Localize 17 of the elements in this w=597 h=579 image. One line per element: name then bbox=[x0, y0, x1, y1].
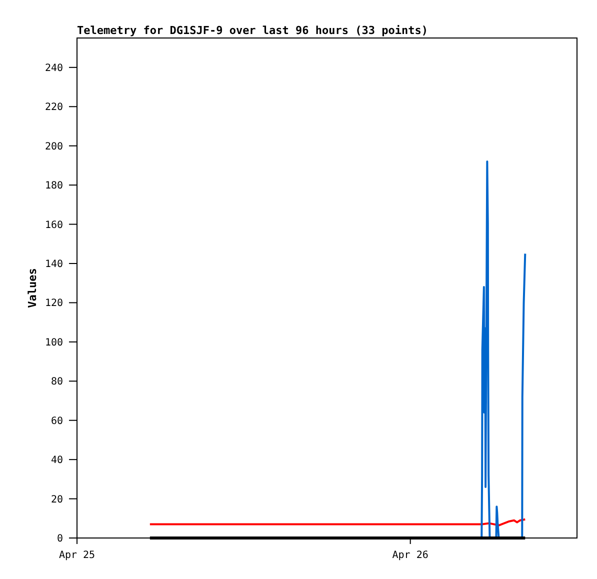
y-tick-label: 0 bbox=[56, 534, 63, 544]
y-axis-title: Values bbox=[26, 268, 39, 308]
x-tick-label: Apr 25 bbox=[58, 550, 96, 561]
y-tick-label: 120 bbox=[44, 298, 63, 310]
y-tick-label: 40 bbox=[50, 455, 63, 466]
y-tick-label: 240 bbox=[44, 62, 63, 74]
y-tick-label: 160 bbox=[44, 220, 63, 231]
x-tick-label: Apr 26 bbox=[392, 550, 428, 561]
y-tick-label: 60 bbox=[50, 416, 63, 427]
y-tick-label: 220 bbox=[44, 102, 63, 114]
y-tick-label: 20 bbox=[50, 494, 63, 506]
chart-title: Telemetry for DG1SJF-9 over last 96 hours (33 points) bbox=[77, 24, 428, 37]
y-tick-label: 180 bbox=[44, 180, 63, 192]
y-tick-label: 140 bbox=[44, 258, 63, 270]
y-tick-label: 200 bbox=[44, 141, 63, 152]
y-tick-label: 80 bbox=[50, 376, 63, 388]
y-tick-label: 100 bbox=[44, 337, 63, 348]
